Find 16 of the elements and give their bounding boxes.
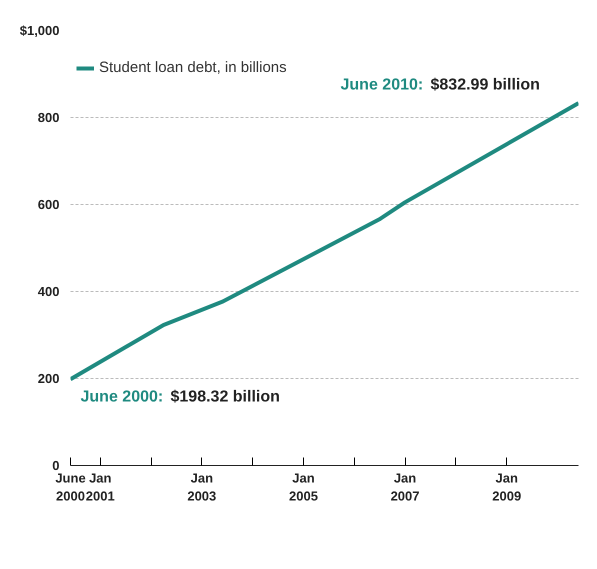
x-tick-label: Jan 2001 <box>86 470 115 504</box>
y-tick-label: 400 <box>38 284 60 299</box>
x-tick-label: Jan 2007 <box>390 470 420 504</box>
x-tick-label: Jan 2003 <box>187 470 216 504</box>
y-tick-label: 0 <box>52 458 60 473</box>
x-tick-label: Jan 2009 <box>492 470 522 504</box>
x-tick-label: Jan 2005 <box>289 470 318 504</box>
y-tick-label: 200 <box>38 371 60 386</box>
y-tick-label: $1,000 <box>20 23 60 38</box>
annotation: June 2010: $832.99 billion <box>340 76 540 94</box>
y-tick-label: 600 <box>38 197 60 212</box>
y-tick-label: 800 <box>38 110 60 125</box>
legend-label: Student loan debt, in billions <box>99 59 287 76</box>
line-series <box>70 101 578 382</box>
annotation: June 2000: $198.32 billion <box>80 388 280 406</box>
x-tick-label: June 2000 <box>55 470 86 504</box>
